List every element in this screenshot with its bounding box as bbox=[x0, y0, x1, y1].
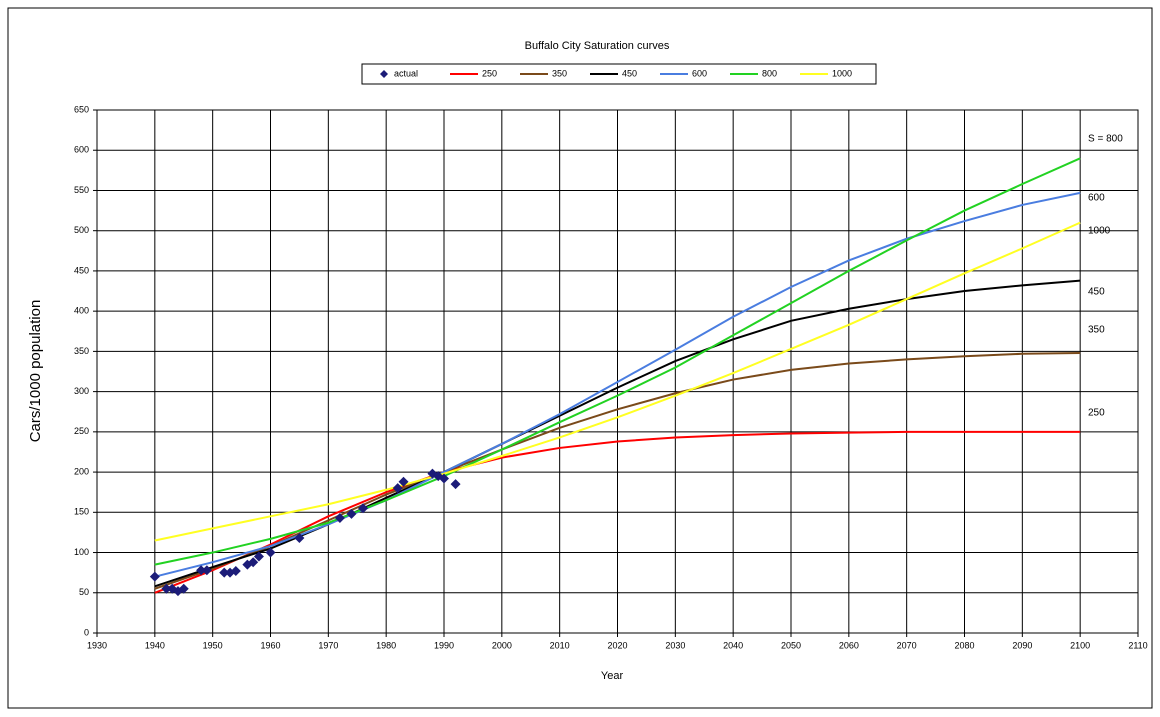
x-tick-label: 1950 bbox=[203, 640, 223, 650]
data-point bbox=[392, 483, 403, 494]
y-tick-label: 100 bbox=[74, 547, 89, 557]
x-tick-label: 2020 bbox=[607, 640, 627, 650]
annotation: S = 800 bbox=[1088, 134, 1123, 145]
data-point bbox=[219, 567, 230, 578]
y-tick-label: 250 bbox=[74, 426, 89, 436]
y-tick-label: 150 bbox=[74, 507, 89, 517]
series-line bbox=[154, 157, 1081, 566]
data-point bbox=[294, 533, 305, 544]
data-point bbox=[398, 476, 409, 487]
y-tick-label: 650 bbox=[74, 104, 89, 114]
data-point bbox=[253, 551, 264, 562]
x-tick-label: 2030 bbox=[665, 640, 685, 650]
data-point bbox=[346, 508, 357, 519]
x-tick-label: 1940 bbox=[145, 640, 165, 650]
x-tick-label: 1930 bbox=[87, 640, 107, 650]
legend-label: 250 bbox=[482, 68, 497, 78]
y-tick-label: 550 bbox=[74, 185, 89, 195]
series-line bbox=[154, 430, 1081, 594]
series-line bbox=[154, 191, 1081, 578]
x-tick-label: 2070 bbox=[897, 640, 917, 650]
legend-label: 1000 bbox=[832, 68, 852, 78]
data-point bbox=[439, 473, 449, 484]
data-point bbox=[161, 583, 172, 594]
data-point bbox=[149, 571, 160, 582]
data-point bbox=[265, 547, 276, 558]
annotation: 350 bbox=[1088, 325, 1105, 336]
x-tick-label: 2010 bbox=[550, 640, 570, 650]
x-tick-label: 1990 bbox=[434, 640, 454, 650]
data-point bbox=[358, 503, 369, 514]
legend-label: 450 bbox=[622, 68, 637, 78]
x-tick-label: 1970 bbox=[318, 640, 338, 650]
y-tick-label: 400 bbox=[74, 306, 89, 316]
y-tick-label: 200 bbox=[74, 466, 89, 476]
data-point bbox=[201, 565, 212, 576]
chart-title: Buffalo City Saturation curves bbox=[525, 40, 670, 52]
x-tick-label: 2100 bbox=[1070, 640, 1090, 650]
y-tick-label: 600 bbox=[74, 145, 89, 155]
legend-label: 600 bbox=[692, 68, 707, 78]
x-tick-label: 2000 bbox=[492, 640, 512, 650]
x-tick-label: 2110 bbox=[1128, 640, 1147, 650]
legend-label: 800 bbox=[762, 68, 777, 78]
x-tick-label: 2050 bbox=[781, 640, 801, 650]
series-line bbox=[154, 221, 1081, 542]
legend-marker bbox=[380, 70, 388, 78]
legend-label: 350 bbox=[552, 68, 567, 78]
x-tick-label: 2090 bbox=[1012, 640, 1032, 650]
x-tick-label: 2040 bbox=[723, 640, 743, 650]
data-point bbox=[230, 566, 241, 577]
y-tick-label: 300 bbox=[74, 386, 89, 396]
data-point bbox=[450, 479, 461, 490]
legend-box bbox=[361, 63, 877, 85]
data-point bbox=[334, 512, 345, 523]
y-tick-label: 0 bbox=[84, 627, 89, 637]
annotation: 600 bbox=[1088, 193, 1105, 204]
x-axis-label: Year bbox=[601, 670, 624, 682]
annotation: 450 bbox=[1088, 287, 1105, 298]
y-tick-label: 50 bbox=[79, 587, 89, 597]
legend-label: actual bbox=[394, 68, 418, 78]
annotation: 250 bbox=[1088, 408, 1105, 419]
data-point bbox=[178, 583, 189, 594]
x-tick-label: 1960 bbox=[260, 640, 280, 650]
y-tick-label: 450 bbox=[74, 265, 89, 275]
y-tick-label: 500 bbox=[74, 225, 89, 235]
data-point bbox=[196, 565, 207, 576]
y-tick-label: 350 bbox=[74, 346, 89, 356]
x-tick-label: 2060 bbox=[839, 640, 859, 650]
x-tick-label: 2080 bbox=[954, 640, 974, 650]
annotation: 1000 bbox=[1088, 226, 1111, 237]
data-point bbox=[248, 557, 259, 568]
y-axis-label: Cars/1000 population bbox=[27, 300, 44, 443]
x-tick-label: 1980 bbox=[376, 640, 396, 650]
